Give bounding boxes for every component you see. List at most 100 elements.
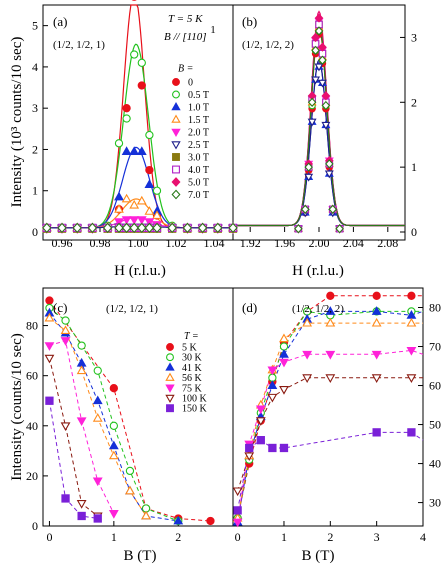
data-point (165, 362, 175, 371)
data-point (232, 487, 243, 497)
legend-entry: 2.5 T (188, 140, 209, 151)
data-point (267, 393, 278, 403)
guide-line (237, 322, 423, 519)
data-point (279, 333, 289, 343)
data-point (244, 452, 255, 462)
y-tick-label: 5 (32, 19, 38, 33)
x-tick-label: 0.96 (52, 236, 73, 250)
guide-line (237, 295, 423, 519)
data-point (114, 218, 124, 227)
legend-entry: 100 K (182, 394, 208, 405)
data-point (325, 374, 336, 383)
legend-title: T = (184, 331, 199, 342)
data-point (406, 374, 417, 383)
data-point (137, 81, 146, 90)
x-tick-label: 1 (111, 530, 117, 544)
data-point (92, 413, 103, 422)
data-point (61, 316, 70, 325)
panel-c-q: (1/2, 1/2, 1) (106, 303, 158, 315)
legend-entry: 30 K (182, 353, 203, 364)
data-point (371, 374, 382, 383)
data-point (372, 291, 381, 300)
data-point (172, 153, 180, 161)
data-point (255, 405, 266, 415)
panel-d-annotations: (d) (1/2, 1/2, 2) (242, 300, 344, 315)
legend-entry: 75 K (182, 383, 203, 394)
data-point (314, 26, 324, 36)
data-point (267, 366, 278, 376)
data-point (371, 350, 382, 360)
data-point (44, 342, 55, 351)
data-point (122, 114, 131, 123)
panel-a-x-axis-title: H (r.l.u.) (114, 263, 166, 279)
data-point (42, 222, 52, 234)
data-point (372, 428, 381, 437)
panel-d-label: (d) (242, 300, 257, 315)
data-point (44, 354, 55, 364)
data-point (136, 195, 147, 205)
data-point (165, 372, 175, 381)
data-point (109, 384, 118, 393)
y-tick-label: 2 (32, 142, 38, 156)
x-tick-label: 1.04 (204, 236, 225, 250)
data-point (130, 50, 139, 59)
panel-c-markers (44, 296, 215, 526)
legend-entry: 0.5 T (188, 90, 209, 101)
data-point (114, 222, 124, 234)
data-point (60, 325, 71, 335)
data-point (317, 79, 327, 88)
data-point (129, 216, 140, 225)
data-point (45, 396, 54, 405)
data-point (325, 317, 336, 327)
data-point (255, 417, 266, 426)
data-point (314, 13, 324, 23)
x-tick-label: 2 (327, 530, 333, 544)
data-point (371, 306, 382, 315)
data-point (407, 428, 416, 437)
data-point (171, 141, 181, 150)
data-point (318, 55, 327, 65)
data-point (311, 32, 320, 43)
data-point (267, 380, 278, 389)
data-point (165, 394, 175, 404)
data-point (76, 500, 87, 509)
data-point (302, 374, 313, 383)
panel-b-label: (b) (242, 14, 257, 29)
data-markers (41, 0, 417, 528)
axis-ticks: 0 1 2 3 4 5 0.96 0.98 1.00 1.02 1.04 0 1 2 3 1.92 1.96 2.… (26, 19, 441, 544)
data-point (87, 222, 98, 234)
legend-entry: 4.0 T (188, 165, 209, 176)
legend-entry: 1.5 T (188, 115, 209, 126)
data-point (129, 199, 140, 209)
data-point (137, 58, 146, 67)
x-tick-label: 1.96 (274, 236, 295, 250)
y-tick-label: 80 (429, 301, 441, 315)
data-point (114, 139, 124, 148)
y-tick-label: 40 (26, 419, 38, 433)
data-point (213, 222, 223, 234)
panel-b-annotations: (b) (1/2, 1/2, 2) (242, 14, 294, 51)
data-point (121, 216, 132, 225)
data-point (321, 91, 331, 101)
data-point (206, 516, 215, 526)
data-point (326, 291, 335, 300)
data-point (321, 121, 331, 130)
panel-b-q: (1/2, 1/2, 2) (242, 39, 294, 51)
data-point (279, 342, 289, 351)
x-tick-label: 1.92 (240, 236, 261, 250)
x-tick-label: 1.02 (166, 236, 187, 250)
y-tick-label: 40 (429, 457, 441, 471)
data-point (114, 191, 124, 201)
data-point (129, 222, 139, 234)
data-point (172, 165, 180, 174)
data-point (92, 477, 103, 487)
legend-entry: 1.0 T (188, 103, 209, 114)
legend-entry: 5 K (182, 343, 198, 354)
panel-c-annotations: (c) (1/2, 1/2, 1) (53, 300, 158, 315)
data-point (304, 173, 314, 182)
data-point (279, 386, 289, 395)
panel-c-label: (c) (53, 300, 67, 315)
legend-entry: 3.0 T (188, 153, 209, 164)
data-point (136, 146, 147, 155)
